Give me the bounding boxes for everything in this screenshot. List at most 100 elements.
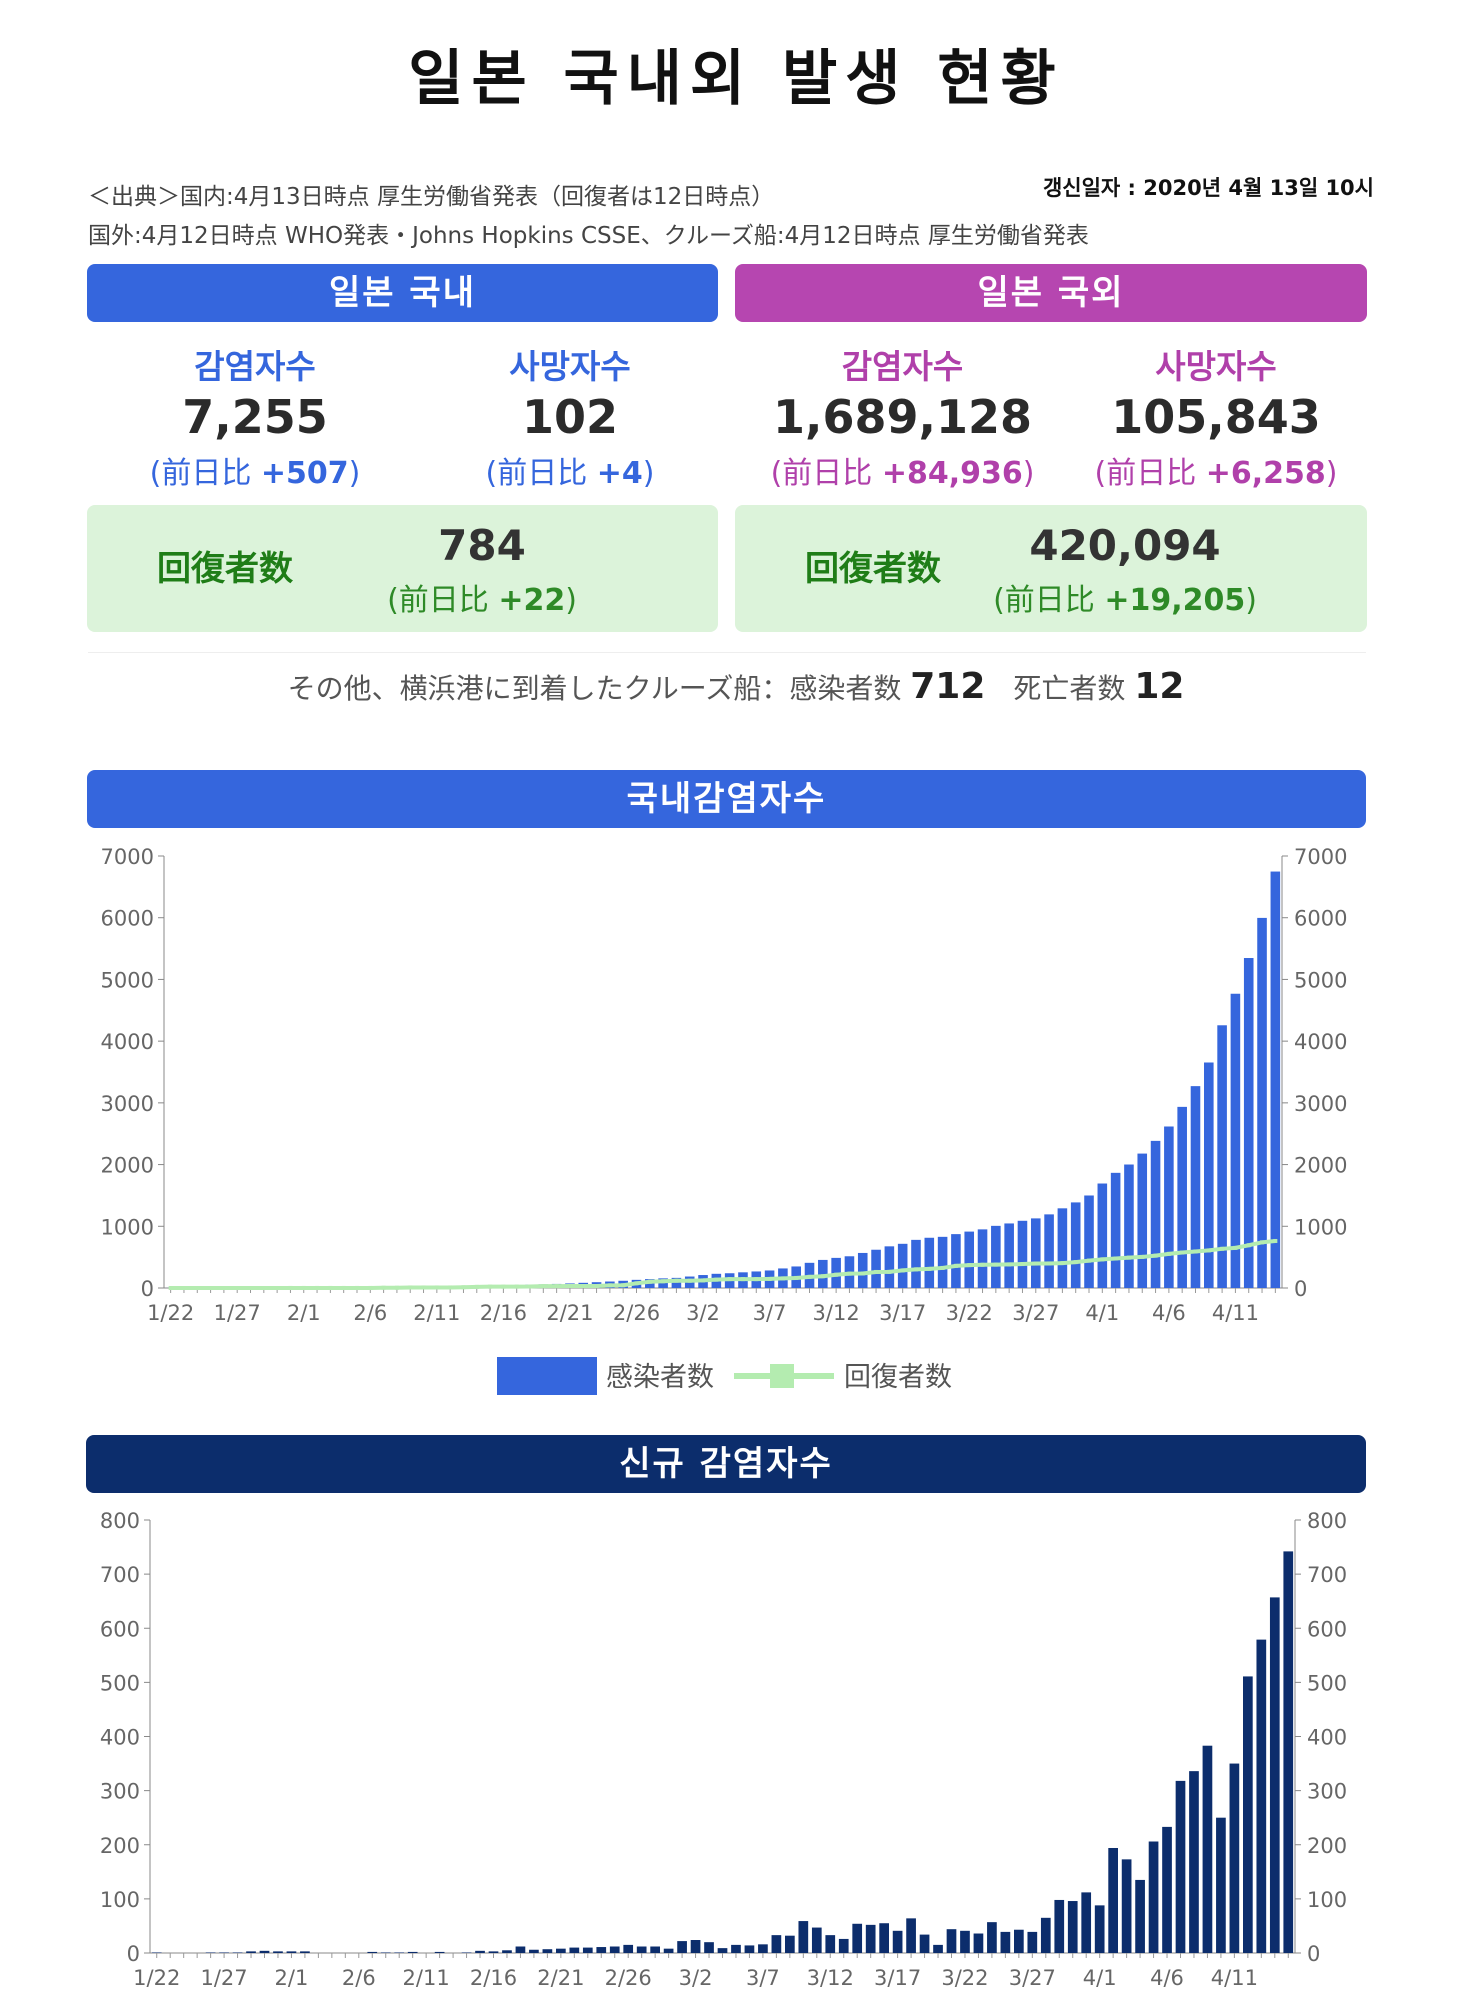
bar (461, 1952, 472, 1953)
line-point (528, 1284, 533, 1289)
y-tick-label-right: 100 (1307, 1888, 1347, 1912)
bar (1177, 1106, 1187, 1288)
x-tick-label: 2/21 (546, 1301, 593, 1325)
bar (1044, 1214, 1054, 1288)
bar (818, 1259, 828, 1288)
y-tick-label-left: 0 (141, 1277, 154, 1301)
line-point (887, 1269, 892, 1274)
y-tick-label-right: 700 (1307, 1563, 1347, 1587)
bar (973, 1933, 984, 1953)
bar (865, 1924, 876, 1953)
diff-suffix: ) (1022, 456, 1035, 491)
bar (367, 1951, 378, 1953)
bar (232, 1952, 243, 1953)
x-tick-label: 2/16 (470, 1966, 517, 1990)
line-point (1007, 1262, 1012, 1267)
bar (1243, 1676, 1253, 1953)
line-point (967, 1263, 972, 1268)
line-point (181, 1286, 186, 1290)
x-tick-label: 2/11 (403, 1966, 450, 1990)
x-tick-label: 4/1 (1085, 1301, 1119, 1325)
bar (946, 1929, 957, 1953)
line-point (421, 1285, 426, 1290)
x-tick-label: 3/12 (813, 1301, 860, 1325)
bar (1067, 1901, 1078, 1953)
bar (434, 1951, 445, 1953)
domestic-recovered-box: 回復者数 784 (前日比 +22) (87, 505, 718, 632)
diff-prefix: (前日比 (770, 456, 882, 491)
bar (871, 1249, 881, 1288)
legend-label-recovered: 回復者数 (844, 1362, 952, 1393)
bar (286, 1951, 297, 1953)
bar (151, 1952, 162, 1953)
foreign-infected-label: 감염자수 (841, 347, 964, 386)
domestic-infected-value: 7,255 (182, 390, 328, 444)
bar (1004, 1223, 1014, 1288)
line-point (1140, 1254, 1145, 1259)
y-tick-label-left: 5000 (101, 968, 154, 992)
x-tick-label: 3/22 (941, 1966, 988, 1990)
line-point (860, 1271, 865, 1276)
bar (798, 1921, 809, 1953)
y-tick-label-right: 400 (1307, 1726, 1347, 1750)
x-tick-label: 2/26 (605, 1966, 652, 1990)
bar (219, 1952, 229, 1953)
line-point (1020, 1262, 1025, 1267)
x-tick-label: 2/26 (613, 1301, 660, 1325)
line-point (1206, 1248, 1211, 1253)
diff-suffix: ) (565, 583, 577, 618)
y-tick-label-right: 6000 (1294, 907, 1347, 931)
bar (677, 1941, 687, 1953)
bar (636, 1946, 647, 1953)
line-point (315, 1285, 320, 1290)
bar (609, 1946, 620, 1953)
bar (1108, 1847, 1118, 1953)
y-tick-label-right: 500 (1307, 1671, 1347, 1695)
line-point (554, 1284, 559, 1289)
bar (663, 1948, 674, 1953)
line-point (1260, 1240, 1265, 1245)
line-point (900, 1268, 905, 1273)
line-point (394, 1285, 399, 1290)
line-point (993, 1262, 998, 1267)
line-point (807, 1274, 812, 1279)
line-point (288, 1285, 293, 1290)
line-point (727, 1277, 732, 1282)
domestic-infected-diff: (前日比 +507) (105, 448, 405, 492)
line-point (1087, 1258, 1092, 1263)
line-point (501, 1284, 506, 1289)
diff-value: +19,205 (1104, 583, 1246, 618)
bar (529, 1949, 539, 1953)
bar (857, 1252, 868, 1288)
bar (744, 1945, 755, 1953)
bar (825, 1935, 836, 1953)
bar (811, 1927, 822, 1953)
line-point (1047, 1261, 1052, 1266)
domestic-deaths-label: 사망자수 (509, 347, 631, 386)
updated-timestamp: 갱신일자 : 2020년 4월 13일 10시 (1042, 176, 1374, 200)
legend-marker-recovered (770, 1364, 794, 1388)
line-point (448, 1285, 453, 1290)
bar (380, 1952, 391, 1953)
line-point (940, 1265, 945, 1270)
bar (1027, 1931, 1038, 1953)
y-tick-label-left: 1000 (101, 1215, 154, 1239)
line-point (687, 1278, 692, 1283)
bar (582, 1947, 593, 1953)
diff-suffix: ) (642, 456, 655, 491)
y-tick-label-right: 300 (1307, 1780, 1347, 1804)
line-point (208, 1286, 213, 1290)
line-point (1060, 1261, 1065, 1266)
bar (488, 1951, 499, 1953)
y-tick-label-right: 7000 (1294, 845, 1347, 869)
diff-value: +6,258 (1205, 456, 1326, 491)
line-point (834, 1272, 839, 1277)
diff-suffix: ) (1325, 456, 1338, 491)
cruise-mid: 死亡者数 (985, 672, 1135, 705)
foreign-deaths-diff: (前日比 +6,258) (1066, 448, 1366, 492)
line-point (927, 1266, 932, 1271)
x-tick-label: 1/22 (147, 1301, 194, 1325)
bar (1057, 1208, 1068, 1288)
bar (879, 1923, 889, 1953)
bar (977, 1229, 988, 1288)
